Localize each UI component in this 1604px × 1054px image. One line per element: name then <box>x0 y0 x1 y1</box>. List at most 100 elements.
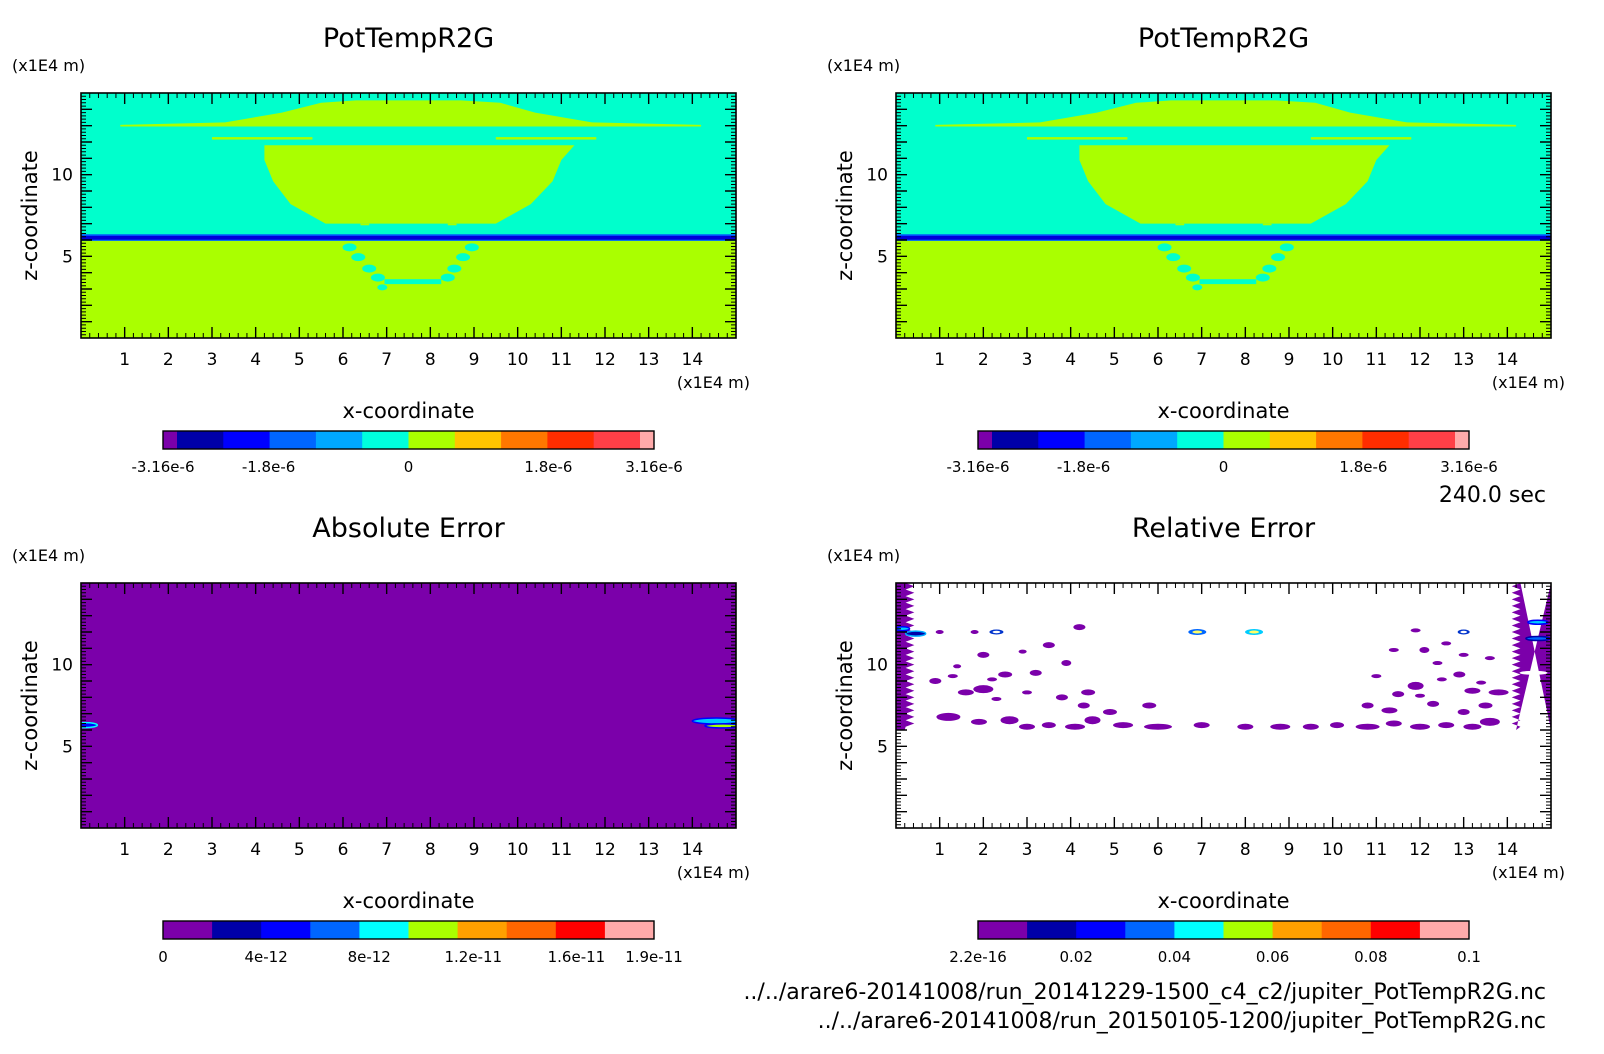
x-tick-label: 5 <box>294 350 305 370</box>
x-tick-label: 4 <box>250 350 261 370</box>
x-tick-label: 7 <box>1196 840 1207 860</box>
x-tick-label: 4 <box>1065 840 1076 860</box>
y-tick-label: 5 <box>877 737 888 757</box>
source-file-2: ../../arare6-20141008/run_20150105-1200/… <box>818 1009 1546 1034</box>
x-tick-label: 9 <box>469 350 480 370</box>
chart-panel-3: Absolute Error(x1E4 m)1 2 3 4 5 6 7 8 9 10 11 12 13 1… <box>12 513 750 966</box>
field-blob <box>1361 702 1374 709</box>
y-axis-unit: (x1E4 m) <box>12 56 85 75</box>
central-body <box>1079 145 1390 224</box>
field-blob <box>1355 723 1380 730</box>
field-blob <box>1262 264 1277 273</box>
chart-panel-1: PotTempR2G(x1E4 m)1 2 3 4 5 6 7 8 9 10 11 12 13 14510… <box>12 23 750 476</box>
field-blob <box>1255 273 1270 282</box>
colorbar-segment <box>1419 921 1470 939</box>
y-tick-label: 10 <box>51 656 73 676</box>
colorbar-label: 2.2e-16 <box>949 948 1007 966</box>
colorbar-segment <box>362 431 409 449</box>
field-blob <box>970 718 987 725</box>
colorbar-label: 0.1 <box>1457 948 1481 966</box>
field-blob <box>1441 641 1452 646</box>
colorbar-segment <box>604 921 655 939</box>
colorbar-segment <box>1269 431 1317 449</box>
field-blob <box>929 678 942 684</box>
x-tick-label: 6 <box>1153 840 1164 860</box>
colorbar-segment <box>163 921 213 939</box>
colorbar-segment <box>501 431 548 449</box>
colorbar-segment <box>269 431 317 449</box>
colorbar-segment <box>223 431 271 449</box>
colorbar-segment <box>992 431 1039 449</box>
colorbar-frame <box>977 920 1470 940</box>
colorbar-segment <box>359 921 409 939</box>
x-tick-label: 3 <box>1022 840 1033 860</box>
field-blob <box>1018 649 1027 654</box>
x-tick-label: 6 <box>338 350 349 370</box>
x-tick-label: 10 <box>507 840 529 860</box>
colorbar-segment <box>212 921 262 939</box>
field-blob <box>1157 243 1172 252</box>
field-blob <box>1061 660 1072 667</box>
x-tick-label: 7 <box>381 350 392 370</box>
field-blob <box>998 671 1013 678</box>
chart-title: PotTempR2G <box>1138 23 1309 54</box>
field-blob <box>447 223 457 226</box>
colorbar-label: -1.8e-6 <box>242 458 295 476</box>
field-blob <box>1388 647 1399 652</box>
field-blob <box>987 677 998 682</box>
error-spot <box>704 723 736 729</box>
field-blob <box>904 630 927 637</box>
field-blob <box>1144 723 1172 730</box>
colorbar-segment <box>261 921 311 939</box>
colorbar-label: 0.04 <box>1158 948 1191 966</box>
x-tick-label: 11 <box>551 840 573 860</box>
colorbar-label: 0 <box>158 948 168 966</box>
minor-ticks <box>81 93 736 338</box>
field-blob <box>1029 669 1042 676</box>
field-blob <box>947 674 958 679</box>
edge-band-right <box>1511 583 1551 730</box>
field-blob <box>1175 223 1185 226</box>
x-tick-label: 7 <box>1196 350 1207 370</box>
x-axis-label: x-coordinate <box>1157 889 1289 913</box>
colorbar-segment <box>1038 431 1086 449</box>
boundary-band <box>81 235 736 240</box>
y-axis-unit: (x1E4 m) <box>827 546 900 565</box>
trough-line <box>384 279 442 285</box>
x-tick-label: 9 <box>1284 840 1295 860</box>
colorbar-label: -1.8e-6 <box>1057 458 1110 476</box>
field-blob <box>1102 709 1117 716</box>
field-blob <box>1279 243 1294 252</box>
source-file-1: ../../arare6-20141008/run_20141229-1500_… <box>743 980 1546 1005</box>
field-blob <box>370 273 385 282</box>
colorbar-segment <box>1084 431 1132 449</box>
thin-layer <box>1027 137 1128 140</box>
x-tick-label: 5 <box>294 840 305 860</box>
colorbar-segment <box>408 921 459 939</box>
minor-ticks <box>896 583 1551 828</box>
colorbar-label: 0 <box>404 458 414 476</box>
field-blob <box>1042 642 1055 649</box>
x-tick-label: 3 <box>207 840 218 860</box>
x-tick-label: 2 <box>978 350 989 370</box>
colorbar-segment <box>593 431 641 449</box>
plot-field <box>81 583 736 828</box>
x-axis-label: x-coordinate <box>1157 399 1289 423</box>
colorbar-segment <box>555 921 606 939</box>
field-blob <box>1410 628 1421 633</box>
lower-layer <box>81 240 736 338</box>
x-tick-label: 13 <box>1453 350 1475 370</box>
colorbar-label: 0 <box>1219 458 1229 476</box>
field-blob <box>1041 722 1056 729</box>
colorbar-segment <box>1174 921 1224 939</box>
x-tick-label: 5 <box>1109 350 1120 370</box>
colorbar: -3.16e-6 -1.8e-6 0 1.8e-6 3.16e-6 <box>947 430 1498 476</box>
x-tick-label: 14 <box>1497 350 1519 370</box>
x-tick-label: 7 <box>381 840 392 860</box>
colorbar: 0 4e-12 8e-12 1.2e-11 1.6e-11 1.9e-11 <box>158 920 683 966</box>
field-blob <box>1392 691 1405 698</box>
field-blob <box>456 253 471 262</box>
colorbar-segment <box>1321 921 1372 939</box>
lower-layer <box>896 240 1551 338</box>
edge-band-left <box>896 583 915 730</box>
